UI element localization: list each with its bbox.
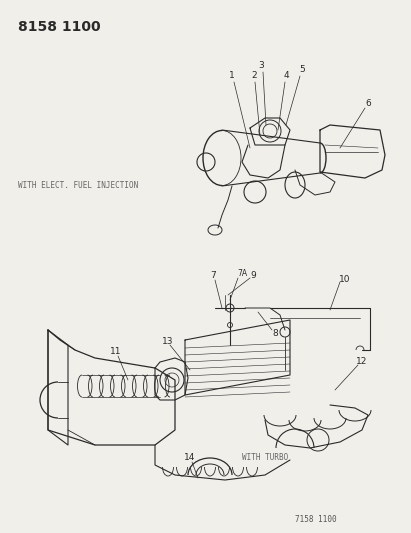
- Text: 8: 8: [272, 328, 278, 337]
- Text: 7158 1100: 7158 1100: [295, 515, 337, 524]
- Text: 10: 10: [339, 276, 351, 285]
- Text: 12: 12: [356, 358, 368, 367]
- Text: 7A: 7A: [237, 270, 247, 279]
- Text: 8158 1100: 8158 1100: [18, 20, 101, 34]
- Text: 9: 9: [250, 271, 256, 279]
- Text: 1: 1: [229, 71, 235, 80]
- Text: 14: 14: [184, 454, 196, 463]
- Text: WITH ELECT. FUEL INJECTION: WITH ELECT. FUEL INJECTION: [18, 181, 138, 190]
- Text: 4: 4: [283, 71, 289, 80]
- Text: 13: 13: [162, 336, 174, 345]
- Text: 11: 11: [110, 348, 122, 357]
- Text: 6: 6: [365, 100, 371, 109]
- Text: 5: 5: [299, 66, 305, 75]
- Text: 3: 3: [258, 61, 264, 70]
- Text: WITH TURBO: WITH TURBO: [242, 454, 288, 463]
- Text: 2: 2: [251, 71, 257, 80]
- Text: 7: 7: [210, 271, 216, 280]
